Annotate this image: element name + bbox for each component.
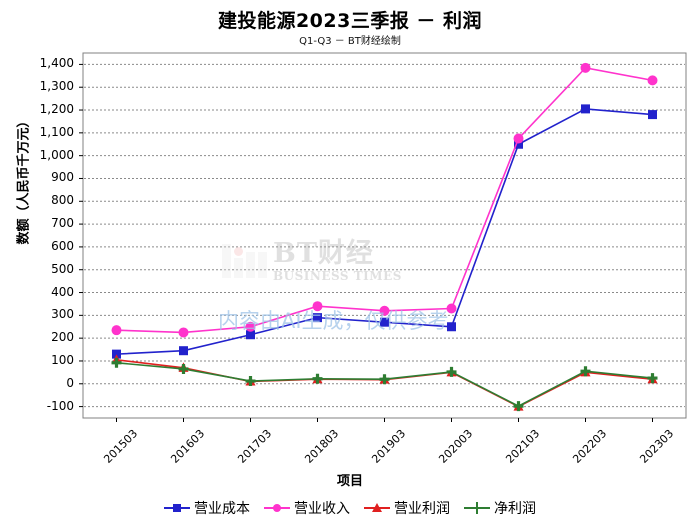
data-point xyxy=(246,330,255,340)
data-point xyxy=(379,374,390,385)
data-point xyxy=(380,317,389,327)
data-point xyxy=(581,104,590,114)
legend-swatch-icon xyxy=(364,502,390,514)
y-tick-label: 700 xyxy=(51,216,74,231)
data-point xyxy=(178,327,189,338)
legend-swatch-icon xyxy=(164,502,190,514)
data-point xyxy=(379,305,390,316)
data-point xyxy=(647,75,658,86)
data-point xyxy=(312,373,323,384)
y-tick-label: 1,200 xyxy=(39,102,74,117)
y-tick-label: 600 xyxy=(51,238,74,253)
y-tick-label: 300 xyxy=(51,307,74,322)
legend-item-营业成本[interactable]: 营业成本 xyxy=(164,498,250,518)
data-point xyxy=(111,357,122,368)
data-point xyxy=(179,346,188,356)
y-tick-label: 800 xyxy=(51,193,74,208)
data-point xyxy=(313,313,322,323)
data-point xyxy=(446,303,457,314)
data-point xyxy=(514,139,523,149)
y-tick-label: -100 xyxy=(46,398,74,413)
legend-item-营业收入[interactable]: 营业收入 xyxy=(264,498,350,518)
chart-legend: 营业成本 营业收入 营业利润 净利润 xyxy=(0,498,700,518)
data-point xyxy=(513,133,524,144)
legend-item-营业利润[interactable]: 营业利润 xyxy=(364,498,450,518)
data-point xyxy=(312,301,323,312)
y-tick-label: 500 xyxy=(51,261,74,276)
y-tick-label: 400 xyxy=(51,284,74,299)
y-tick-label: 1,300 xyxy=(39,79,74,94)
legend-label: 营业利润 xyxy=(394,501,450,517)
y-tick-label: 200 xyxy=(51,330,74,345)
legend-swatch-icon xyxy=(264,502,290,514)
chart-subtitle: Q1-Q3 － BT财经绘制 xyxy=(299,36,401,47)
data-point xyxy=(648,110,657,120)
legend-label: 营业收入 xyxy=(294,501,350,517)
plot-frame xyxy=(82,52,687,419)
data-point xyxy=(112,349,121,359)
y-tick-label: 1,000 xyxy=(39,147,74,162)
x-axis-label: 项目 xyxy=(336,474,363,489)
legend-swatch-icon xyxy=(464,502,490,514)
data-point xyxy=(178,363,189,374)
data-point xyxy=(111,325,122,336)
y-tick-label: 1,100 xyxy=(39,124,74,139)
legend-label: 营业成本 xyxy=(194,501,250,517)
data-point xyxy=(580,366,591,377)
legend-item-净利润[interactable]: 净利润 xyxy=(464,498,536,518)
y-tick-label: 0 xyxy=(66,375,74,390)
chart-title: 建投能源2023三季报 － 利润 xyxy=(217,10,483,32)
data-point xyxy=(245,321,256,332)
y-tick-label: 100 xyxy=(51,352,74,367)
data-point xyxy=(580,62,591,73)
data-point xyxy=(647,373,658,384)
y-tick-label: 900 xyxy=(51,170,74,185)
data-point xyxy=(446,366,457,377)
data-point xyxy=(513,401,524,412)
data-point xyxy=(245,376,256,387)
data-point xyxy=(447,322,456,332)
y-tick-label: 1,400 xyxy=(39,56,74,71)
legend-label: 净利润 xyxy=(494,501,536,517)
